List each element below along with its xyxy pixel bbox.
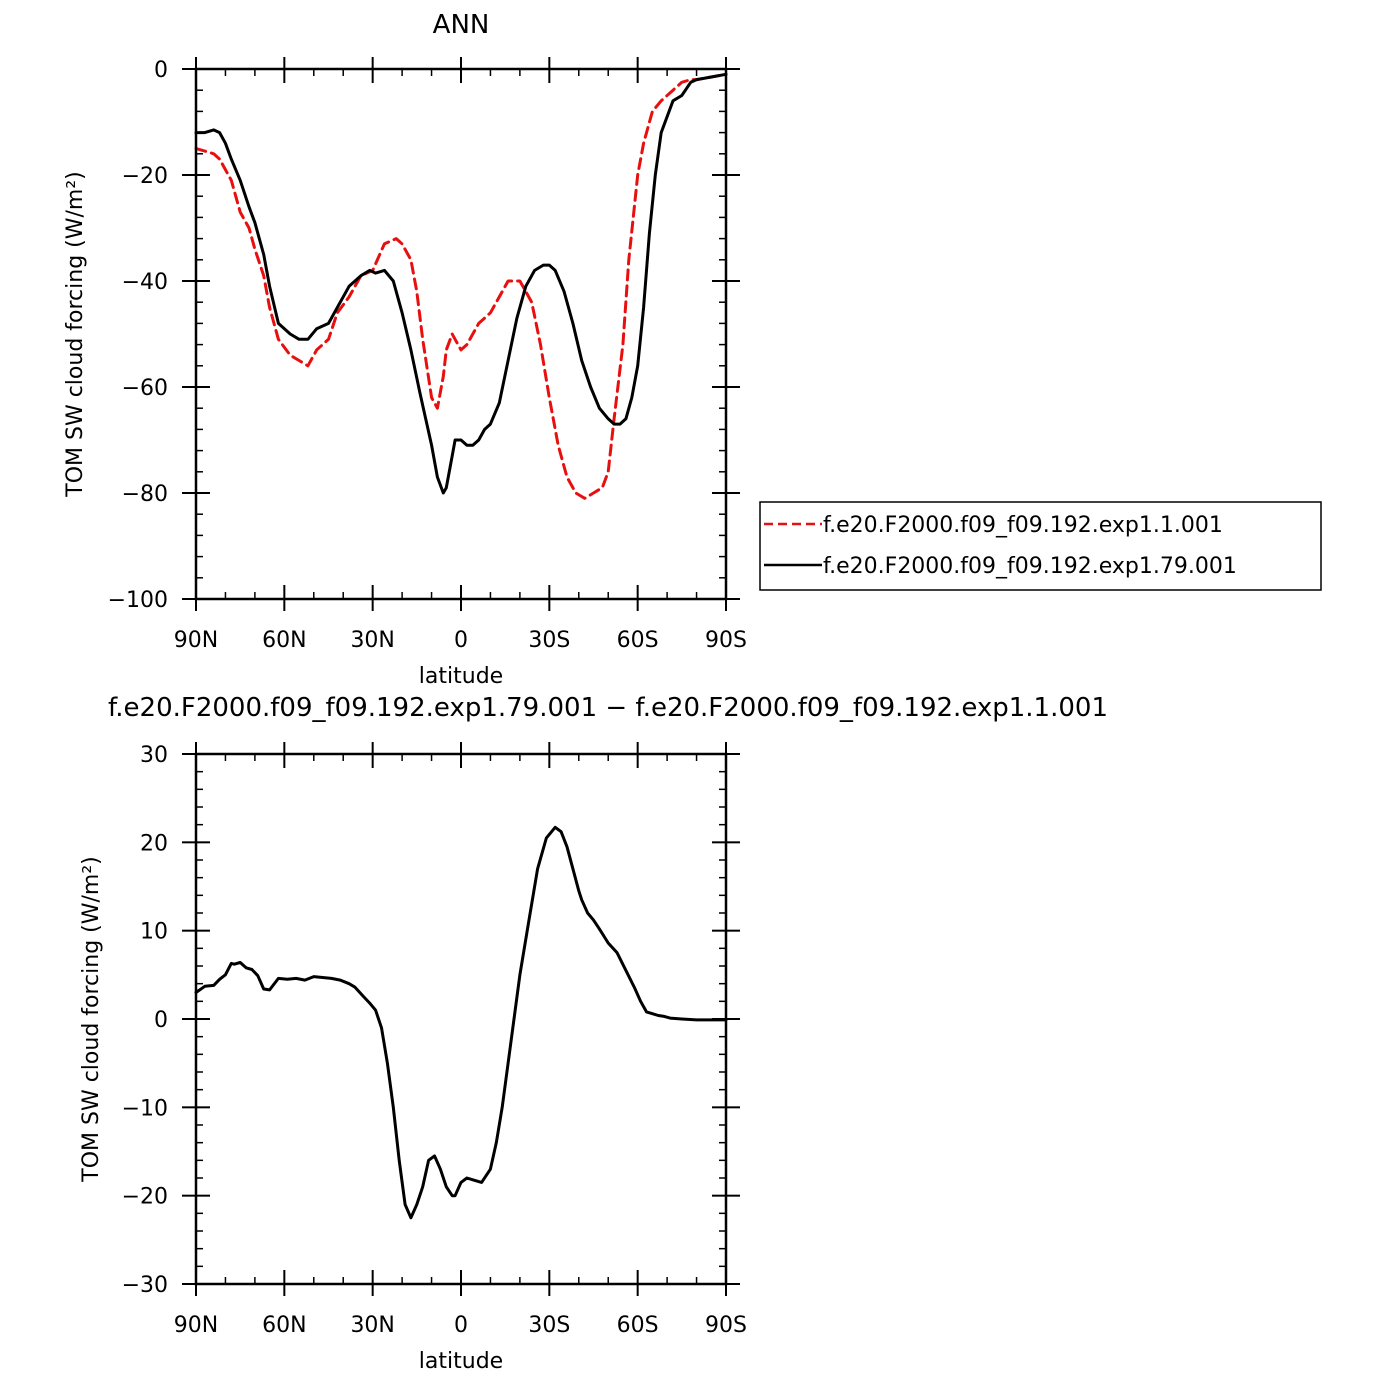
- x-tick-label: 90N: [174, 628, 218, 653]
- legend-entry-series-1: f.e20.F2000.f09_f09.192.exp1.1.001: [823, 513, 1223, 538]
- legend-entry-series-2: f.e20.F2000.f09_f09.192.exp1.79.001: [823, 554, 1237, 579]
- plot-frame: [194, 752, 728, 1286]
- axis-ticks: 90N 60N 30N 0 30S 60S 90S 30 20 10 0 −10 −20 −30: [122, 742, 747, 1338]
- x-tick-label: 60N: [262, 628, 306, 653]
- panel-top: ANN 90N 60N 30N 0 30S 60S 90S 0 −20 −40 −60 −80 −100…: [63, 10, 747, 689]
- x-tick-label: 30S: [528, 628, 570, 653]
- y-tick-label: −60: [122, 376, 168, 401]
- y-tick-label: −80: [122, 482, 168, 507]
- chart-title: ANN: [433, 10, 490, 40]
- series-line-2: [194, 72, 728, 495]
- x-tick-label: 60N: [262, 1313, 306, 1338]
- y-tick-label: −20: [122, 1185, 168, 1210]
- x-tick-label: 90S: [705, 1313, 747, 1338]
- x-axis-label: latitude: [419, 1349, 503, 1374]
- plot-area: [194, 72, 728, 500]
- series-line-1: [194, 72, 728, 500]
- legend: f.e20.F2000.f09_f09.192.exp1.1.001 f.e20…: [759, 501, 1322, 591]
- y-axis-label: TOM SW cloud forcing (W/m²): [63, 171, 88, 497]
- legend-box: [759, 501, 1322, 591]
- y-tick-label: 10: [140, 920, 168, 945]
- series-line-1: [194, 825, 728, 1220]
- x-tick-label: 90S: [705, 628, 747, 653]
- y-axis-label: TOM SW cloud forcing (W/m²): [79, 856, 104, 1182]
- y-tick-label: 0: [154, 58, 168, 83]
- x-tick-label: 0: [454, 1313, 468, 1338]
- y-tick-label: −30: [122, 1273, 168, 1298]
- x-tick-label: 30N: [350, 628, 394, 653]
- y-tick-label: −10: [122, 1096, 168, 1121]
- axis-ticks: 90N 60N 30N 0 30S 60S 90S 0 −20 −40 −60 −80 −100: [108, 57, 747, 653]
- x-axis-label: latitude: [419, 664, 503, 689]
- x-tick-label: 30N: [350, 1313, 394, 1338]
- x-tick-label: 60S: [617, 1313, 659, 1338]
- y-tick-label: 30: [140, 743, 168, 768]
- x-tick-label: 0: [454, 628, 468, 653]
- y-tick-label: −40: [122, 270, 168, 295]
- y-tick-label: 0: [154, 1008, 168, 1033]
- x-tick-label: 30S: [528, 1313, 570, 1338]
- x-tick-label: 90N: [174, 1313, 218, 1338]
- y-tick-label: −20: [122, 164, 168, 189]
- difference-title: f.e20.F2000.f09_f09.192.exp1.79.001 − f.…: [108, 693, 1108, 723]
- y-tick-label: 20: [140, 831, 168, 856]
- panel-bottom: f.e20.F2000.f09_f09.192.exp1.79.001 − f.…: [79, 693, 1108, 1374]
- x-tick-label: 60S: [617, 628, 659, 653]
- y-tick-label: −100: [108, 588, 168, 613]
- plot-area: [194, 825, 728, 1220]
